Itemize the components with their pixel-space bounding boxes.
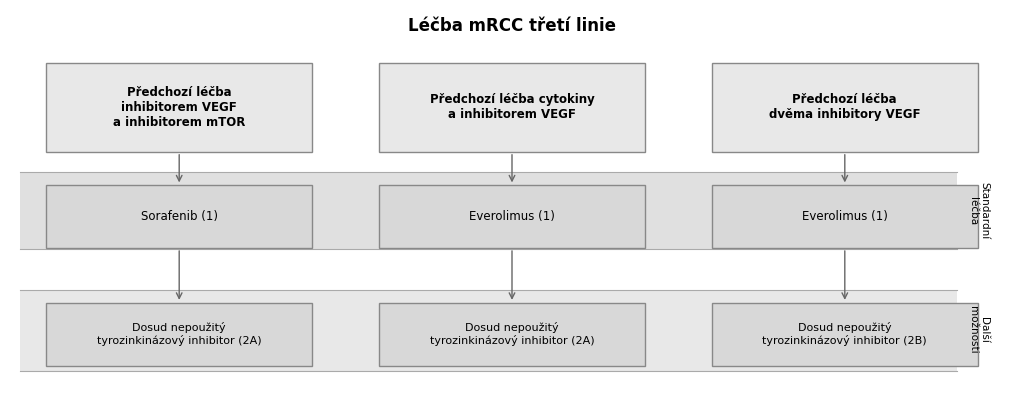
Text: Dosud nepoužitý
tyrozinkinázový inhibitor (2A): Dosud nepoužitý tyrozinkinázový inhibito… [97,322,261,346]
Bar [712,63,978,152]
Text: Dosud nepoužitý
tyrozinkinázový inhibitor (2B): Dosud nepoužitý tyrozinkinázový inhibito… [763,322,927,346]
Bar [46,303,312,365]
Text: Předchozí léčba
inhibitorem VEGF
a inhibitorem mTOR: Předchozí léčba inhibitorem VEGF a inhib… [113,86,246,129]
Text: Předchozí léčba
dvěma inhibitory VEGF: Předchozí léčba dvěma inhibitory VEGF [769,93,921,122]
Text: Standardní
léčba: Standardní léčba [968,182,989,239]
Bar [379,303,645,365]
Text: Předchozí léčba cytokiny
a inhibitorem VEGF: Předchozí léčba cytokiny a inhibitorem V… [430,93,594,122]
Text: Další
možnosti: Další možnosti [968,306,989,354]
Bar [20,172,957,249]
Bar [20,290,957,371]
Bar [379,185,645,248]
Text: Sorafenib (1): Sorafenib (1) [140,210,218,223]
Text: Everolimus (1): Everolimus (1) [802,210,888,223]
Text: Everolimus (1): Everolimus (1) [469,210,555,223]
Bar [712,185,978,248]
Bar [46,185,312,248]
Bar [379,63,645,152]
Bar [712,303,978,365]
Text: Léčba mRCC třetí linie: Léčba mRCC třetí linie [408,17,616,35]
Bar [46,63,312,152]
Text: Dosud nepoužitý
tyrozinkinázový inhibitor (2A): Dosud nepoužitý tyrozinkinázový inhibito… [430,322,594,346]
